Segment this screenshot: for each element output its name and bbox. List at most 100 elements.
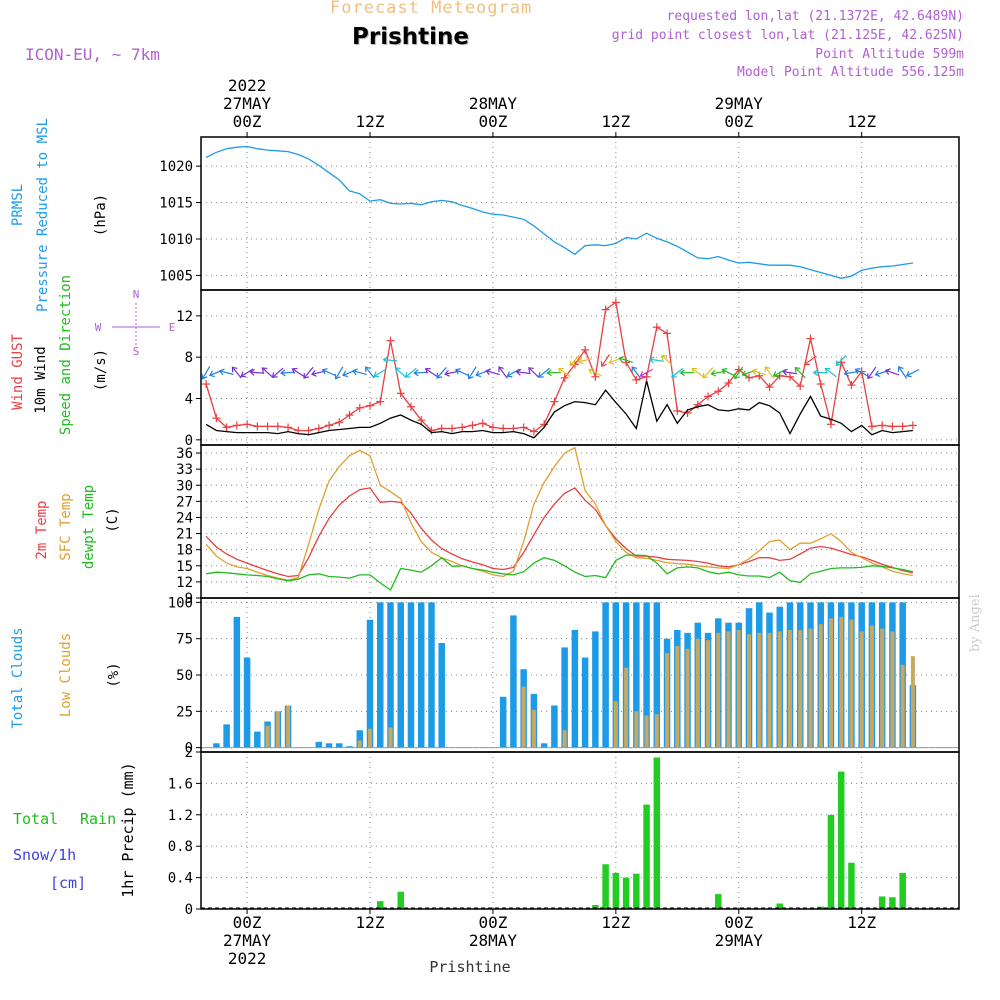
wind-arrow-head bbox=[528, 367, 534, 373]
total-cloud-bar bbox=[571, 629, 579, 748]
wind-frame bbox=[200, 289, 960, 446]
low-cloud-bar bbox=[787, 629, 792, 748]
wind-arrow bbox=[528, 367, 540, 378]
wind-arrow-shaft bbox=[425, 368, 438, 378]
model-label: ICON-EU, ~ 7km bbox=[25, 45, 160, 64]
wind-arrow-head bbox=[772, 371, 779, 378]
gust-marker bbox=[499, 424, 508, 433]
pressure-line bbox=[205, 145, 913, 279]
wind-arrow-shaft bbox=[558, 368, 571, 378]
precip-bar bbox=[633, 873, 640, 909]
wind-arrow-head bbox=[843, 369, 850, 377]
wind-arrow-head bbox=[506, 371, 513, 378]
wind-arrow-shaft bbox=[578, 358, 593, 363]
low-cloud-bar bbox=[849, 619, 854, 748]
rain-label: Rain bbox=[80, 810, 116, 828]
precip-bar bbox=[643, 804, 650, 909]
chart-title: Forecast Meteogram bbox=[330, 0, 533, 18]
temp-unit-label: (C) bbox=[105, 507, 121, 532]
low-cloud-bar bbox=[726, 631, 731, 748]
y-tick-label: 33 bbox=[176, 462, 193, 478]
compass-rose: N S W E bbox=[95, 288, 176, 358]
low-cloud-bar bbox=[777, 631, 782, 748]
wind-arrow-head bbox=[897, 366, 904, 372]
top-time-label: 00Z bbox=[724, 112, 753, 131]
y-tick-label: 25 bbox=[176, 704, 193, 720]
gust-marker bbox=[355, 403, 364, 412]
low-cloud-bar bbox=[910, 656, 915, 748]
gust-marker bbox=[396, 389, 405, 398]
wind-arrow-shaft bbox=[498, 366, 508, 379]
wind-arrow-shaft bbox=[649, 358, 664, 362]
y-tick-label: 1020 bbox=[159, 159, 193, 175]
wind-arrow-shaft bbox=[734, 366, 744, 379]
y-tick-label: 0 bbox=[185, 433, 193, 449]
low-cloud-bar bbox=[675, 645, 680, 748]
wind-arrow bbox=[588, 368, 602, 377]
total-cloud-bar bbox=[602, 602, 609, 748]
wind-arrow-head bbox=[558, 367, 564, 374]
dewpt-label: dewpt Temp bbox=[81, 485, 97, 569]
wind-unit-label: (m/s) bbox=[93, 349, 109, 391]
total-cloud-bar bbox=[438, 643, 445, 748]
wind-arrow bbox=[373, 368, 387, 378]
bottom-time-label: 00Z bbox=[478, 913, 507, 932]
bottom-time-label: 27MAY bbox=[223, 931, 272, 950]
gust-marker bbox=[212, 414, 221, 423]
wind-arrow-head bbox=[588, 368, 595, 375]
wind-arrow bbox=[454, 368, 469, 377]
wind-arrow-head bbox=[394, 367, 401, 373]
wind-arrow-shaft bbox=[240, 368, 254, 377]
wind-arrow-head bbox=[424, 367, 431, 374]
gust-marker bbox=[325, 421, 334, 430]
wind-arrow-shaft bbox=[825, 367, 837, 378]
wind-arrow-head bbox=[485, 368, 492, 376]
wind-arrow-shaft bbox=[885, 369, 900, 376]
top-time-label: 12Z bbox=[601, 112, 630, 131]
wind-arrow bbox=[835, 354, 847, 367]
wind-arrow-head bbox=[209, 370, 215, 378]
wind-arrow bbox=[424, 367, 438, 378]
low-cloud-bar bbox=[869, 625, 874, 748]
gust-marker bbox=[273, 422, 282, 431]
wind-arrow bbox=[661, 354, 673, 366]
wind-arrow bbox=[631, 366, 641, 379]
wind-arrow-head bbox=[342, 370, 349, 378]
wind-arrow-shaft bbox=[261, 367, 274, 378]
wind-arrow-shaft bbox=[383, 358, 398, 362]
wind-arrow-shaft bbox=[414, 371, 429, 374]
precip-panel: 0 0.4 0.8 1.2 1.6 2 bbox=[168, 745, 960, 918]
wind-arrow-head bbox=[782, 368, 788, 376]
low-cloud-bar bbox=[634, 711, 639, 748]
y-tick-label: 1010 bbox=[159, 232, 193, 248]
wind-arrow bbox=[485, 368, 500, 376]
gust-marker bbox=[222, 423, 231, 432]
wind-arrow-head bbox=[498, 366, 504, 373]
wind-arrow-head bbox=[280, 369, 286, 377]
gust-marker bbox=[867, 422, 876, 431]
snow-unit-label: [cm] bbox=[50, 874, 86, 892]
gust-marker bbox=[550, 397, 559, 406]
wind-arrow bbox=[577, 357, 593, 365]
wind-arrow bbox=[854, 368, 869, 377]
total-cloud-bar bbox=[397, 602, 404, 748]
total-cloud-bar bbox=[510, 615, 517, 748]
wind-arrow-head bbox=[600, 361, 607, 367]
wind-arrow-shaft bbox=[906, 368, 920, 377]
total-cloud-bar bbox=[643, 602, 650, 748]
low-cloud-bar bbox=[624, 667, 629, 748]
y-tick-label: 12 bbox=[176, 575, 193, 591]
wind-arrow-shaft bbox=[516, 371, 531, 375]
clouds-panel: 0 25 50 75 100 bbox=[168, 595, 960, 757]
wind-arrow bbox=[231, 366, 242, 379]
y-tick-label: 15 bbox=[176, 559, 193, 575]
wind-arrow-head bbox=[467, 373, 474, 380]
gust-marker bbox=[888, 422, 897, 431]
wind-arrow-shaft bbox=[855, 368, 869, 377]
total-cloud-bar bbox=[233, 616, 241, 748]
precip-bar bbox=[612, 872, 620, 909]
y-tick-label: 27 bbox=[176, 494, 193, 510]
point-altitude: Point Altitude 599m bbox=[815, 47, 964, 62]
gust-marker bbox=[468, 421, 477, 430]
